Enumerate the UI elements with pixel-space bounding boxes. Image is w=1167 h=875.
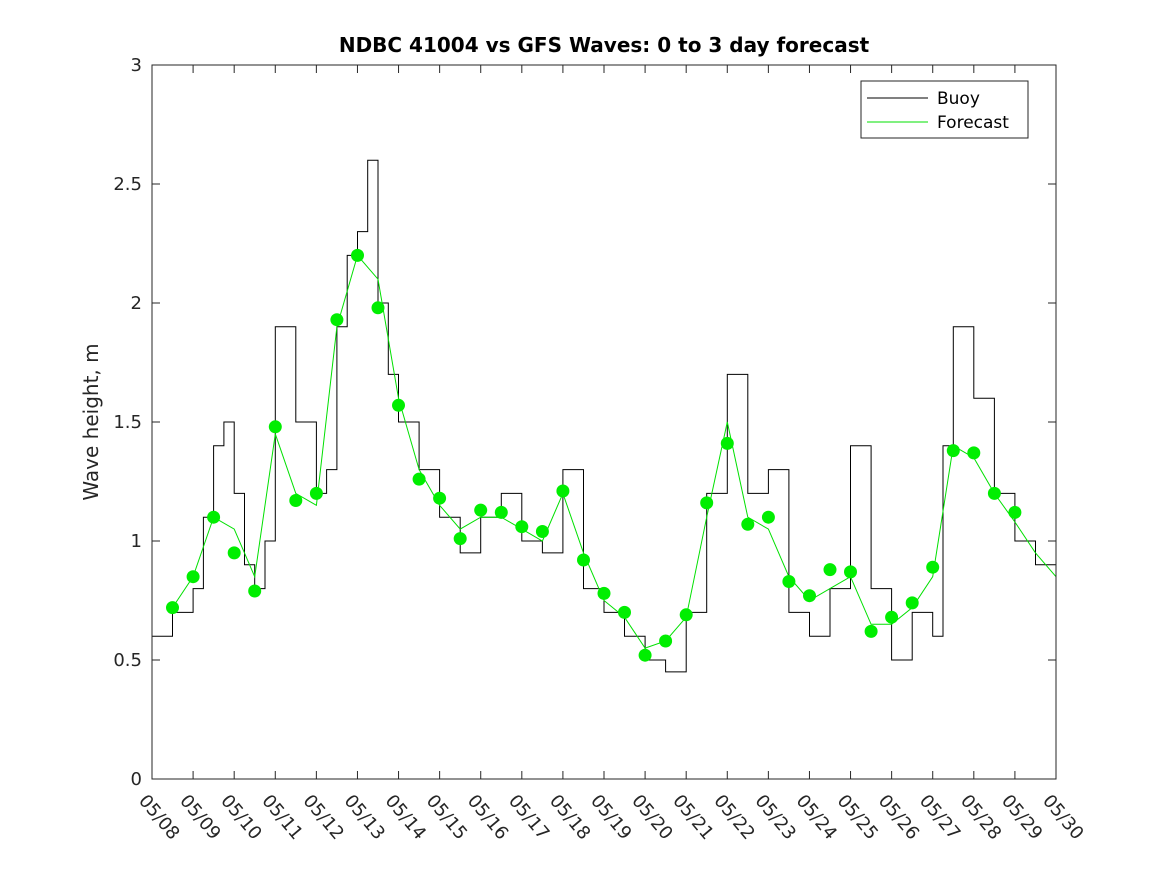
y-tick-label: 0.5 bbox=[113, 650, 142, 671]
legend-box bbox=[860, 80, 1029, 139]
forecast-marker bbox=[803, 589, 816, 603]
forecast-marker bbox=[720, 436, 734, 450]
forecast-marker bbox=[186, 570, 200, 584]
forecast-marker bbox=[782, 575, 796, 588]
forecast-marker bbox=[248, 584, 262, 598]
forecast-marker bbox=[885, 610, 899, 624]
forecast-marker bbox=[166, 601, 179, 615]
forecast-marker bbox=[1008, 505, 1022, 519]
chart-title: NDBC 41004 vs GFS Waves: 0 to 3 day fore… bbox=[339, 33, 870, 57]
forecast-marker bbox=[864, 624, 878, 638]
legend-buoy-label: Buoy bbox=[937, 89, 980, 109]
forecast-marker bbox=[679, 608, 693, 622]
legend-forecast-label: Forecast bbox=[937, 113, 1009, 133]
forecast-marker bbox=[741, 517, 755, 531]
forecast-marker bbox=[474, 503, 488, 517]
forecast-marker bbox=[371, 301, 385, 315]
forecast-marker bbox=[392, 398, 405, 412]
forecast-marker bbox=[905, 596, 919, 610]
y-axis-label: Wave height, m bbox=[79, 343, 103, 500]
forecast-marker bbox=[412, 472, 426, 486]
y-axis: 0 0.5 1 1.5 2 2.5 3 bbox=[113, 55, 1056, 790]
forecast-marker bbox=[330, 313, 344, 327]
forecast-marker bbox=[618, 605, 631, 619]
forecast-marker-layer bbox=[166, 248, 1022, 662]
y-tick-label: 1.5 bbox=[113, 412, 142, 433]
forecast-marker bbox=[268, 420, 282, 434]
legend: Buoy Forecast bbox=[860, 80, 1029, 139]
forecast-marker bbox=[967, 446, 981, 460]
y-tick-label: 1 bbox=[131, 531, 142, 552]
forecast-marker bbox=[659, 634, 673, 648]
forecast-marker bbox=[309, 486, 323, 500]
forecast-marker bbox=[535, 525, 549, 538]
forecast-series-line bbox=[172, 254, 1057, 649]
forecast-marker bbox=[289, 494, 303, 507]
plot-area bbox=[152, 65, 1056, 779]
forecast-marker bbox=[351, 248, 364, 262]
forecast-marker bbox=[207, 510, 221, 524]
forecast-marker bbox=[433, 491, 447, 505]
forecast-marker bbox=[638, 648, 652, 662]
forecast-marker bbox=[987, 486, 1001, 500]
forecast-marker bbox=[946, 444, 960, 458]
forecast-marker bbox=[227, 546, 241, 560]
forecast-marker bbox=[761, 510, 775, 524]
y-tick-label: 3 bbox=[131, 55, 142, 76]
forecast-marker bbox=[823, 563, 837, 577]
forecast-series-layer bbox=[172, 254, 1057, 649]
forecast-marker bbox=[597, 586, 611, 600]
forecast-marker bbox=[453, 532, 467, 546]
forecast-marker bbox=[494, 505, 508, 519]
y-tick-label: 2 bbox=[131, 293, 142, 314]
forecast-marker bbox=[556, 484, 570, 498]
forecast-marker bbox=[577, 553, 590, 567]
y-tick-label: 0 bbox=[131, 769, 142, 790]
forecast-marker bbox=[926, 560, 940, 574]
y-tick-label: 2.5 bbox=[113, 174, 142, 195]
forecast-marker bbox=[515, 520, 529, 534]
forecast-marker bbox=[700, 496, 714, 510]
forecast-marker bbox=[844, 565, 857, 579]
